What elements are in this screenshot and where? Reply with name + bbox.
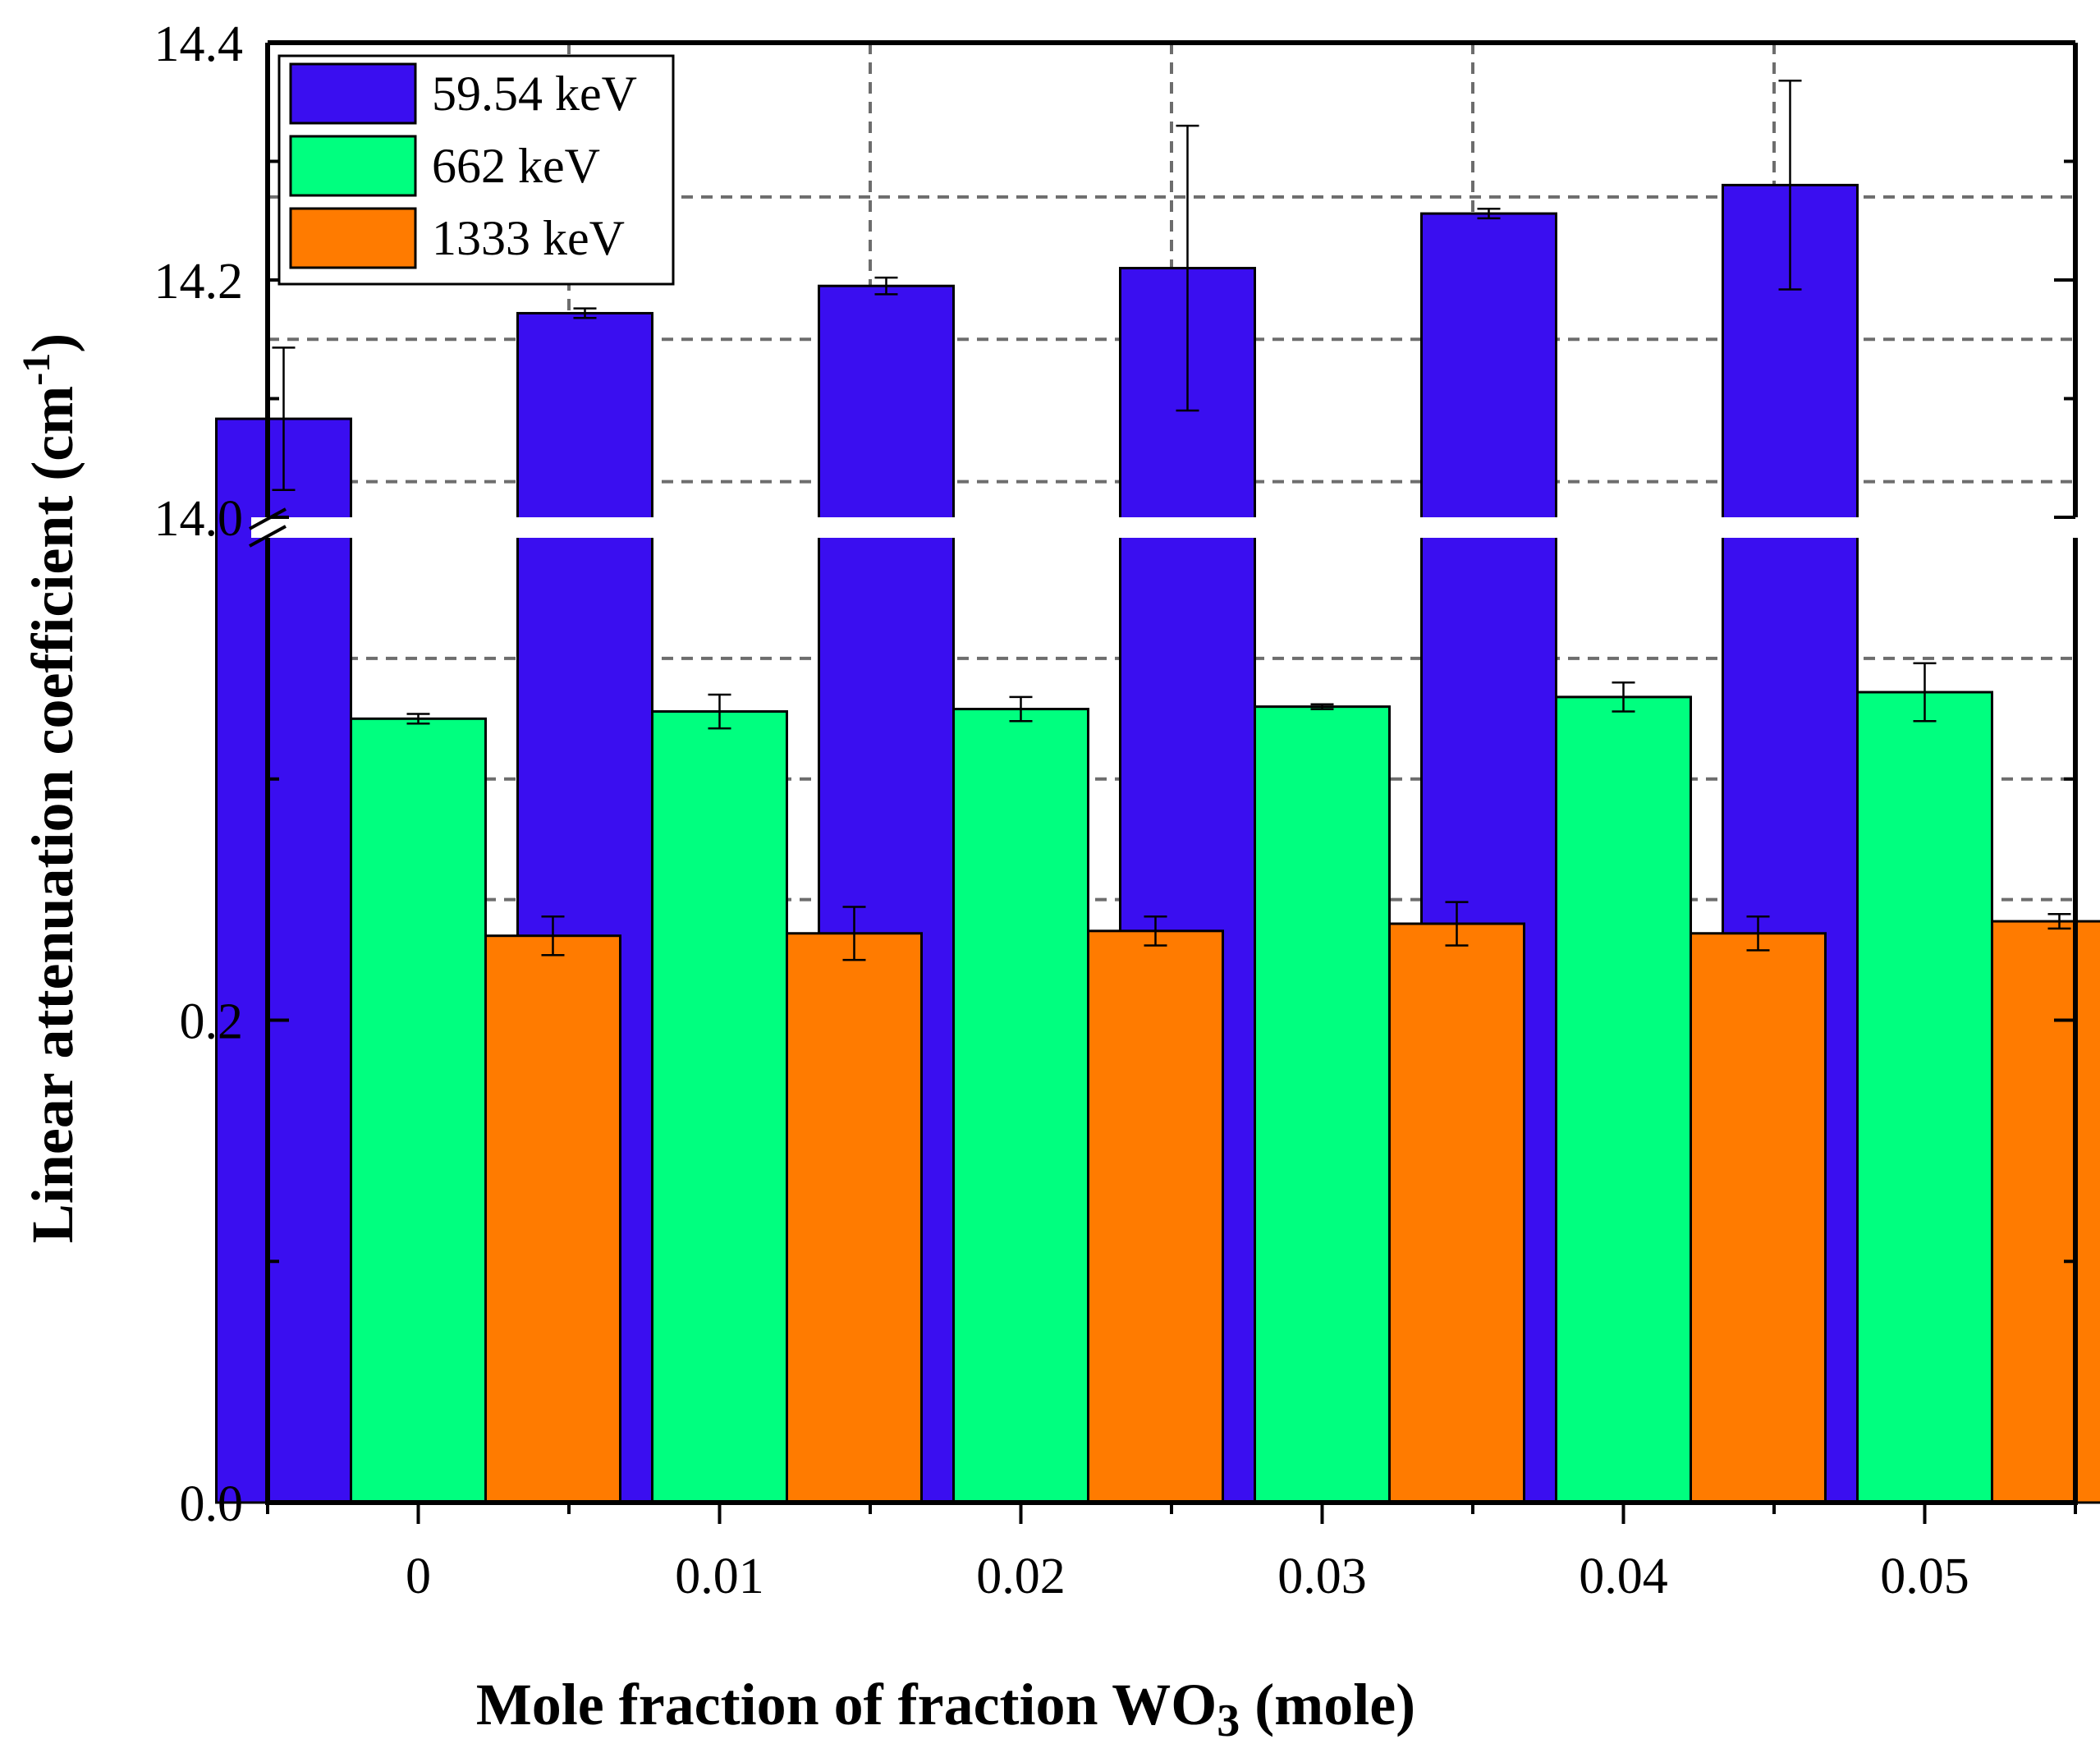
x-axis-title: Mole fraction of fraction WO3 (mole)	[476, 1672, 1415, 1746]
bar	[1991, 920, 2100, 1504]
y-tick-label: 0.0	[180, 1476, 244, 1532]
x-tick-label: 0.05	[1880, 1549, 1969, 1604]
x-tick-label: 0.02	[976, 1549, 1066, 1604]
y-tick-label: 14.0	[154, 491, 244, 547]
x-tick-label: 0	[406, 1549, 431, 1604]
axis-break-gap	[251, 517, 2092, 538]
x-tick-label: 0.04	[1579, 1549, 1668, 1604]
legend: 59.54 keV 662 keV 1333 keV	[277, 54, 675, 286]
legend-swatch	[289, 135, 417, 197]
legend-swatch	[289, 207, 417, 269]
y-axis-title: Linear attenuation coefficient (cm-1)	[15, 333, 85, 1243]
bar	[1690, 932, 1827, 1504]
x-tick-label: 0.03	[1277, 1549, 1367, 1604]
bar	[1087, 929, 1224, 1504]
y-tick-label: 14.2	[154, 254, 244, 310]
bars	[215, 183, 2100, 1504]
bar	[952, 708, 1089, 1504]
y-tick-label: 14.4	[154, 16, 244, 72]
legend-label: 662 keV	[432, 139, 600, 193]
bar	[651, 710, 788, 1504]
bar	[350, 717, 487, 1504]
error-bars	[272, 79, 2071, 961]
bar	[786, 932, 923, 1504]
x-tick-label: 0.01	[675, 1549, 764, 1604]
bar	[484, 934, 621, 1504]
break-mark	[249, 525, 287, 548]
legend-label: 59.54 keV	[432, 67, 637, 121]
y-tick-label: 0.2	[180, 994, 244, 1050]
bar	[1856, 691, 1993, 1504]
bar	[1388, 922, 1525, 1504]
tick-labels: 0.0 0.2 14.0 14.2 14.4 0 0.01 0.02 0.03 0.04 0.05	[154, 16, 2077, 1604]
bar	[1555, 695, 1692, 1504]
axis-break	[249, 507, 2092, 548]
legend-label: 1333 keV	[432, 211, 625, 265]
legend-swatch	[289, 62, 417, 125]
bar	[215, 417, 352, 1504]
bar	[1254, 705, 1391, 1504]
